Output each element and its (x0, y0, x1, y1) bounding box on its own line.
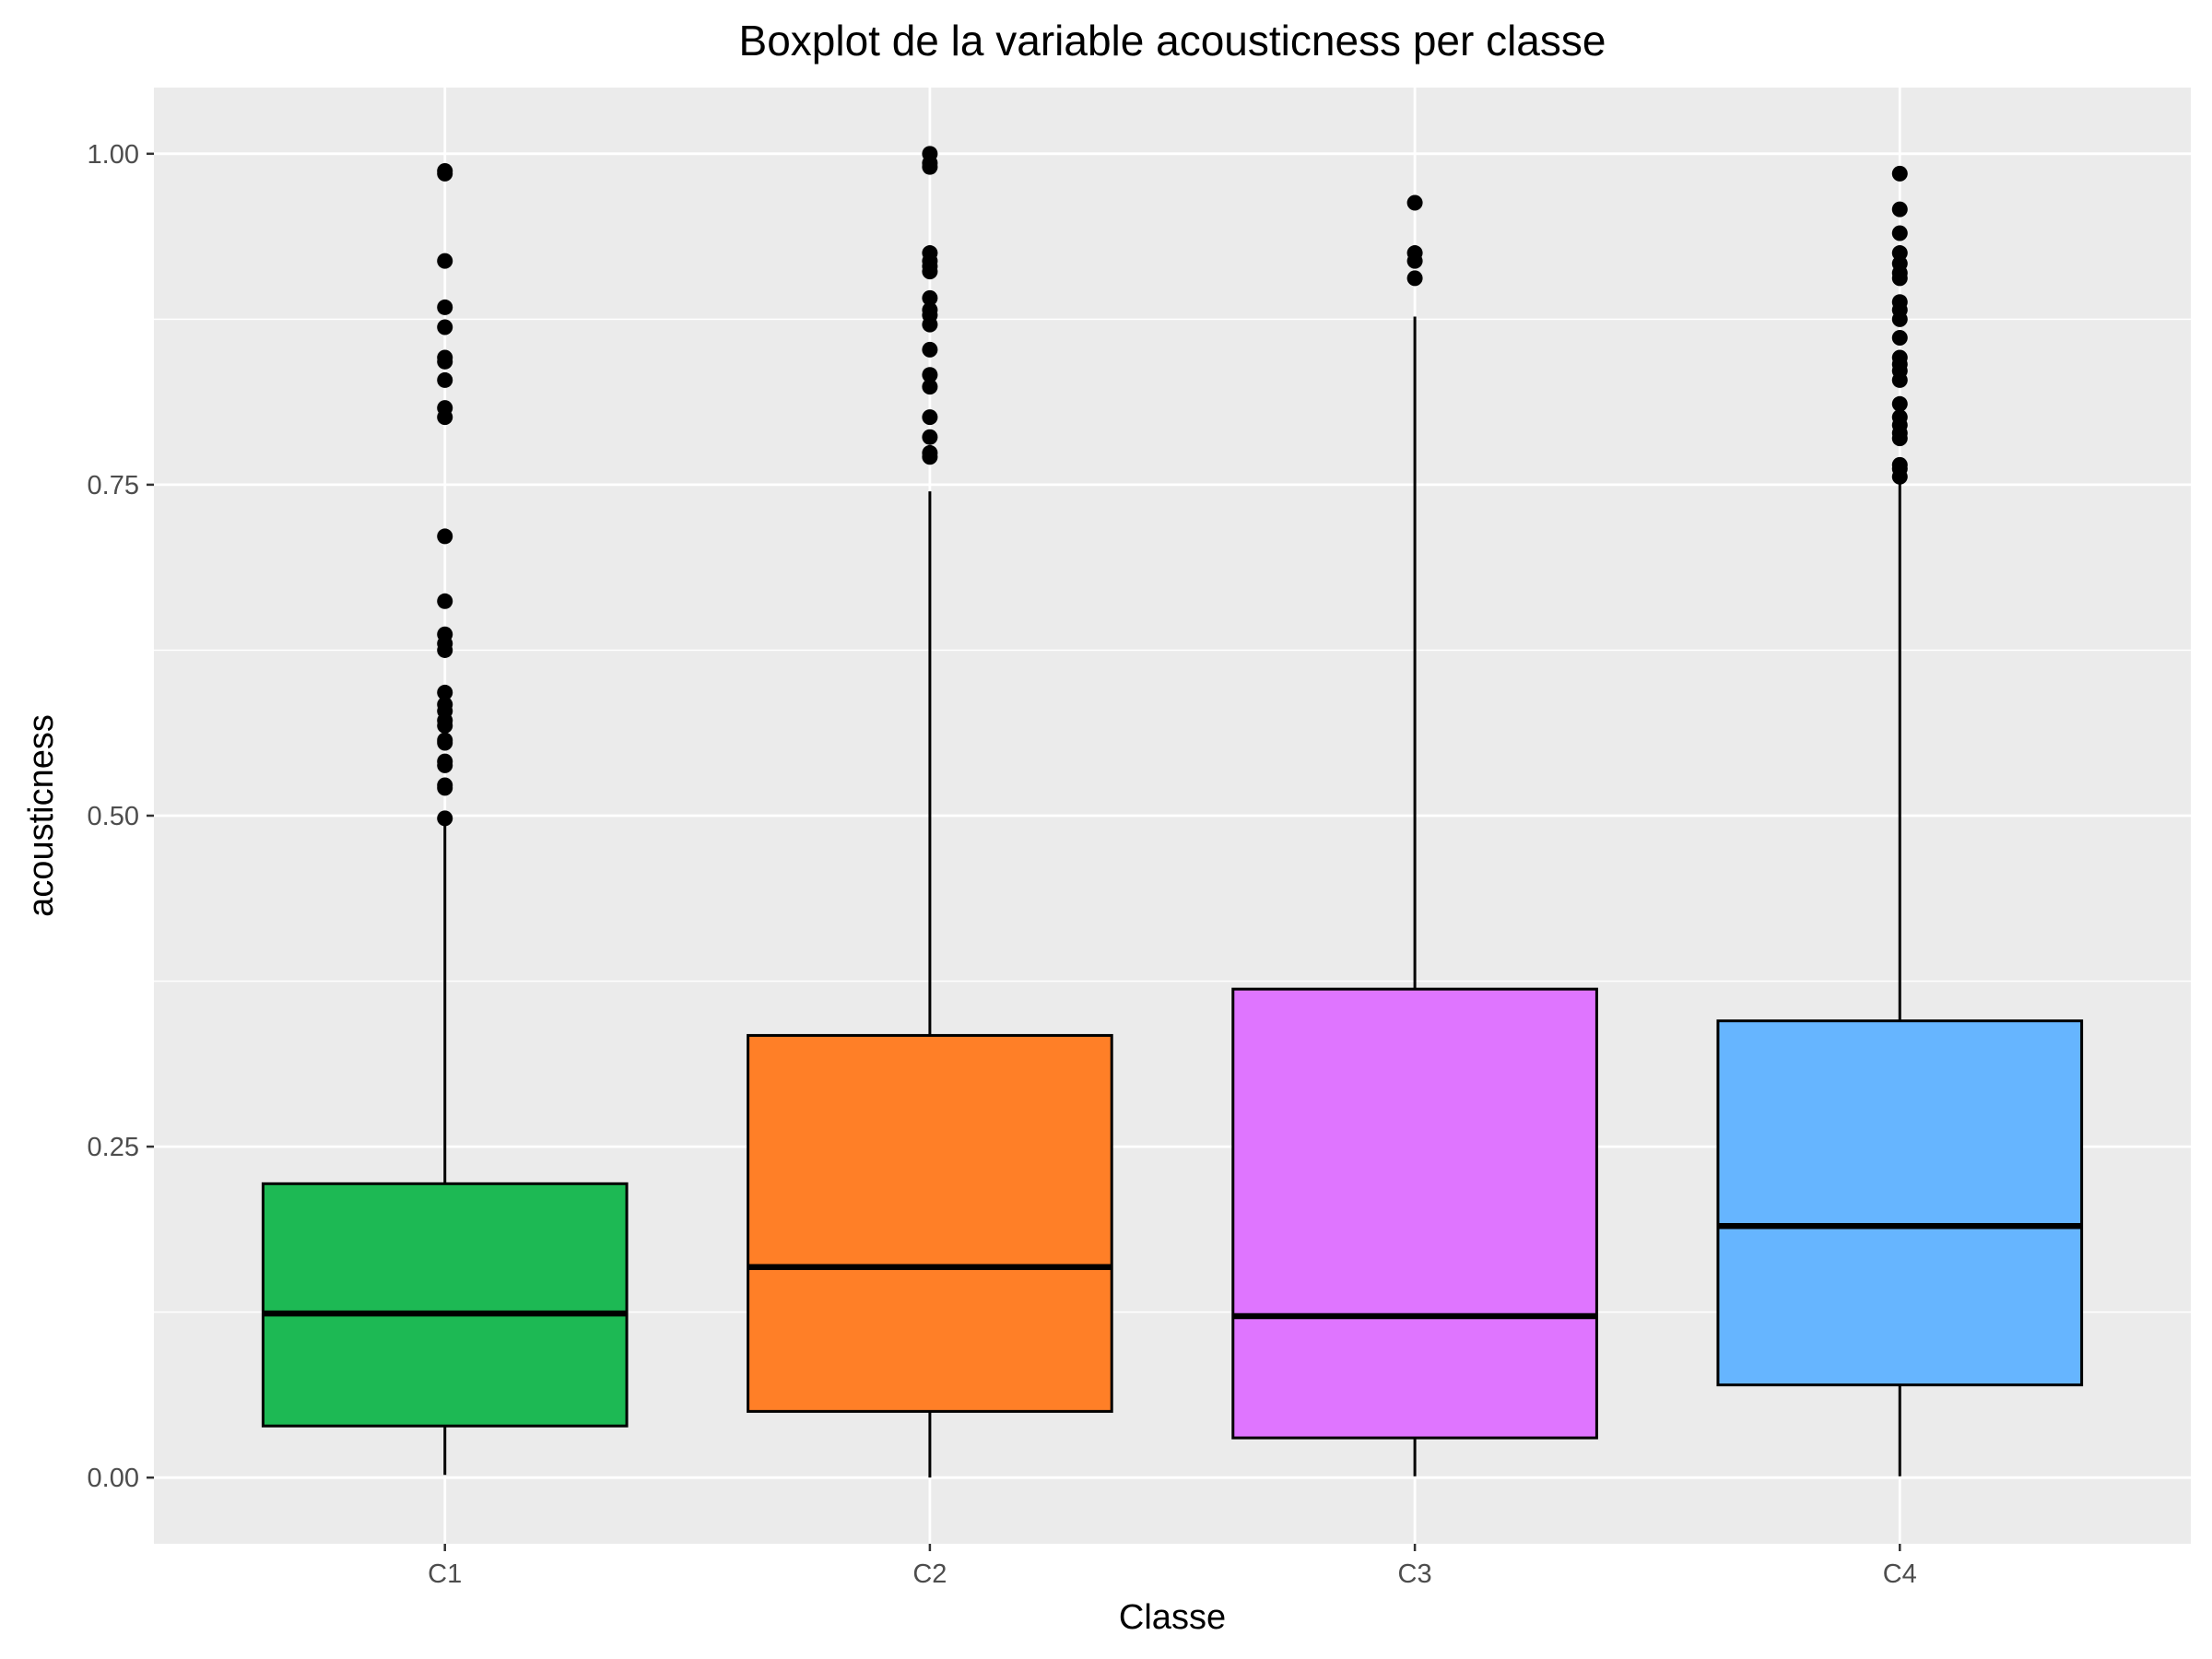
outlier-point (437, 162, 453, 179)
outlier-point (437, 593, 453, 609)
box-c2 (747, 146, 1113, 1478)
outlier-point (437, 400, 453, 417)
outlier-point (1891, 456, 1908, 473)
outlier-point (922, 301, 938, 318)
outlier-point (437, 810, 453, 827)
outlier-point (1891, 225, 1908, 241)
outlier-point (1891, 245, 1908, 262)
x-tick-label: C1 (428, 1559, 462, 1589)
outlier-point (1891, 409, 1908, 426)
x-tick-label: C4 (1883, 1559, 1917, 1589)
outlier-point (1891, 201, 1908, 218)
boxes (261, 146, 2084, 1478)
outlier-point (437, 349, 453, 366)
outlier-point (922, 367, 938, 383)
outlier-point (1891, 349, 1908, 366)
box-iqr (261, 1182, 629, 1428)
box-c4 (1716, 165, 2084, 1477)
outlier-point (1406, 194, 1423, 211)
outlier-point (922, 379, 938, 395)
axes: 0.00 0.25 0.50 0.75 1.00 C1 C2 C3 C4 (88, 140, 1917, 1589)
outlier-point (437, 626, 453, 642)
outlier-point (922, 146, 938, 162)
outlier-point (1406, 270, 1423, 287)
box-c3 (1231, 194, 1598, 1477)
outlier-point (437, 299, 453, 315)
y-tick-label: 0.75 (88, 471, 139, 500)
outlier-point (1406, 245, 1423, 262)
outlier-point (922, 341, 938, 358)
outlier-point (922, 409, 938, 426)
y-tick-label: 0.00 (88, 1464, 139, 1493)
outlier-point (437, 753, 453, 770)
outlier-point (437, 253, 453, 269)
x-axis-title: Classe (1119, 1598, 1226, 1637)
chart-title: Boxplot de la variable acousticness per … (739, 17, 1606, 65)
outlier-point (1891, 329, 1908, 346)
outlier-point (437, 696, 453, 712)
outlier-point (922, 429, 938, 445)
x-tick-label: C3 (1398, 1559, 1432, 1589)
y-tick-label: 0.50 (88, 802, 139, 831)
outlier-point (922, 444, 938, 461)
outlier-point (922, 289, 938, 306)
outlier-point (437, 684, 453, 700)
y-axis-title: acousticness (22, 714, 61, 917)
box-iqr (747, 1033, 1113, 1413)
box-c1 (261, 162, 629, 1476)
outlier-point (437, 732, 453, 748)
outlier-point (1891, 294, 1908, 311)
y-tick-label: 1.00 (88, 140, 139, 170)
x-tick-label: C2 (912, 1559, 947, 1589)
outlier-point (437, 777, 453, 794)
y-tick-label: 0.25 (88, 1133, 139, 1162)
outlier-point (1891, 165, 1908, 182)
outlier-point (1891, 395, 1908, 412)
box-iqr (1231, 987, 1598, 1440)
outlier-point (437, 528, 453, 545)
box-iqr (1716, 1019, 2084, 1387)
outlier-point (437, 371, 453, 388)
outlier-point (437, 319, 453, 335)
outlier-point (922, 245, 938, 262)
